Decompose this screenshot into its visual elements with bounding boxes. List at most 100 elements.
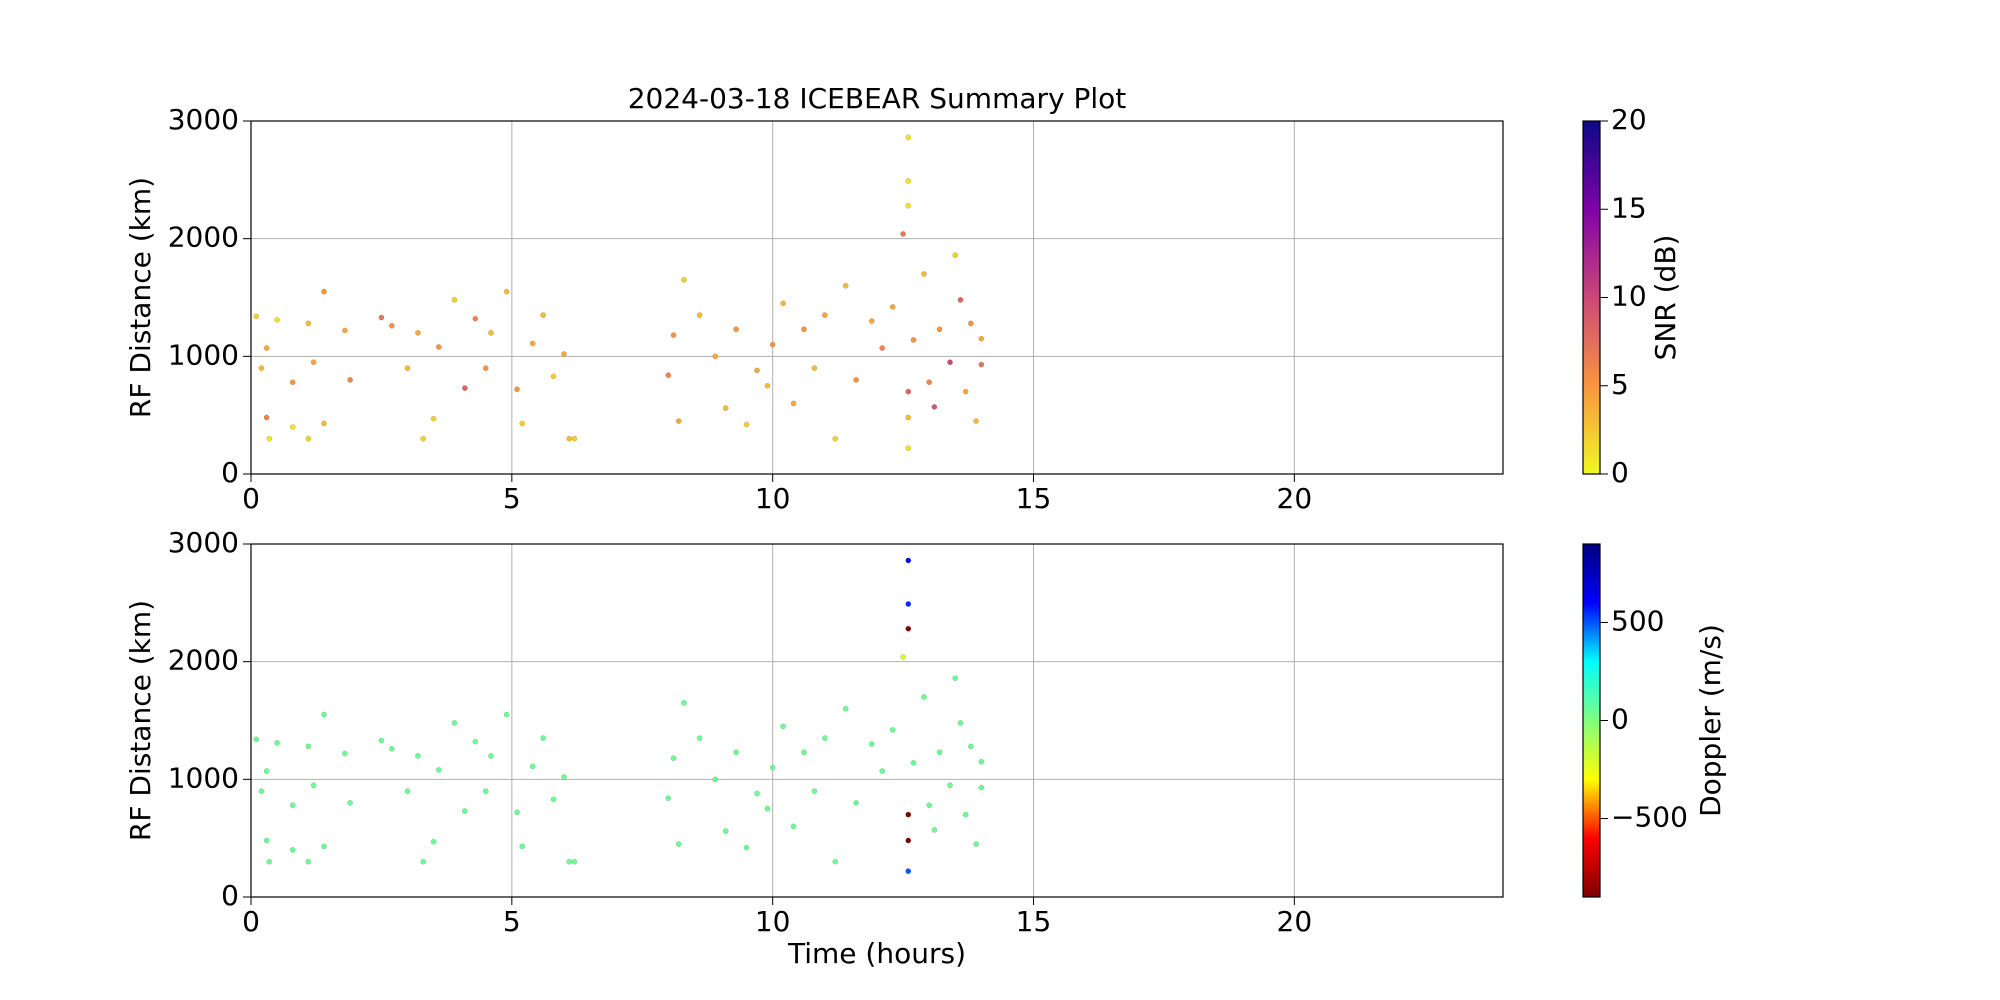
point	[253, 313, 260, 320]
point	[968, 743, 974, 750]
point	[889, 727, 896, 733]
point	[968, 320, 974, 327]
point	[289, 424, 296, 430]
point	[263, 837, 270, 844]
point	[978, 361, 985, 368]
point	[561, 774, 567, 780]
point	[921, 694, 927, 700]
point	[472, 315, 479, 322]
point	[879, 768, 886, 774]
x-tick-label: 10	[755, 905, 791, 938]
point	[931, 404, 938, 410]
colorbar-label: Doppler (m/s)	[1694, 624, 1727, 817]
point	[321, 711, 327, 718]
x-tick-label: 10	[755, 482, 791, 515]
point	[696, 735, 703, 742]
point	[263, 414, 270, 421]
point	[905, 202, 912, 209]
y-axis-label: RF Distance (km)	[124, 177, 157, 418]
point	[263, 768, 270, 774]
point	[378, 737, 385, 744]
point	[868, 318, 875, 324]
point	[921, 271, 927, 277]
point	[952, 252, 959, 258]
y-tick-label: 1000	[168, 338, 239, 371]
point	[462, 808, 468, 814]
point	[769, 341, 776, 348]
point	[978, 335, 985, 342]
point	[550, 373, 557, 380]
point	[571, 435, 578, 442]
point	[266, 858, 273, 865]
point	[900, 231, 906, 237]
point	[347, 377, 353, 383]
point	[905, 811, 912, 818]
point	[665, 795, 672, 802]
point	[962, 811, 969, 818]
point	[733, 326, 740, 333]
point	[529, 340, 536, 347]
colorbar-tick-label: 10	[1611, 280, 1647, 313]
point	[503, 288, 510, 295]
point	[947, 782, 953, 789]
x-tick-label: 0	[242, 482, 260, 515]
point	[905, 134, 912, 141]
point	[811, 365, 818, 371]
point	[675, 841, 682, 847]
point	[712, 776, 719, 783]
point	[550, 796, 557, 803]
point	[321, 420, 327, 427]
point	[310, 359, 317, 366]
point	[258, 788, 265, 794]
point	[801, 749, 807, 756]
point	[310, 782, 317, 789]
point	[389, 322, 395, 329]
point	[905, 445, 912, 451]
point	[978, 784, 985, 791]
point	[910, 337, 917, 343]
point	[263, 345, 270, 351]
point	[905, 388, 912, 395]
point	[889, 304, 896, 310]
point	[566, 858, 573, 865]
point	[853, 800, 859, 806]
point	[503, 711, 510, 718]
point	[529, 763, 536, 770]
point	[451, 297, 458, 303]
point	[289, 379, 296, 386]
colorbar	[1582, 543, 1601, 898]
point	[305, 743, 312, 750]
point	[561, 351, 567, 357]
point	[258, 365, 265, 371]
colorbar-tick-label: 15	[1611, 191, 1647, 224]
point	[305, 435, 312, 442]
point	[253, 736, 260, 743]
point	[722, 828, 729, 834]
y-tick-label: 2000	[168, 644, 239, 677]
x-tick-label: 20	[1277, 905, 1313, 938]
point	[905, 868, 912, 874]
point	[926, 379, 933, 386]
point	[415, 752, 421, 759]
colorbar-tick-label: 5	[1611, 368, 1629, 401]
point	[472, 738, 479, 745]
point	[482, 788, 489, 794]
y-tick-label: 2000	[168, 221, 239, 254]
point	[389, 745, 395, 752]
point	[905, 557, 912, 564]
point	[957, 297, 964, 303]
point	[754, 790, 760, 797]
point	[305, 320, 312, 327]
point	[519, 843, 526, 850]
plot-frame	[250, 543, 1504, 898]
point	[404, 788, 411, 794]
point	[936, 326, 943, 333]
point	[430, 415, 437, 422]
point	[305, 858, 312, 865]
point	[482, 365, 489, 371]
point	[420, 435, 426, 442]
y-tick-label: 3000	[168, 526, 239, 559]
point	[420, 858, 426, 865]
point	[435, 344, 442, 350]
